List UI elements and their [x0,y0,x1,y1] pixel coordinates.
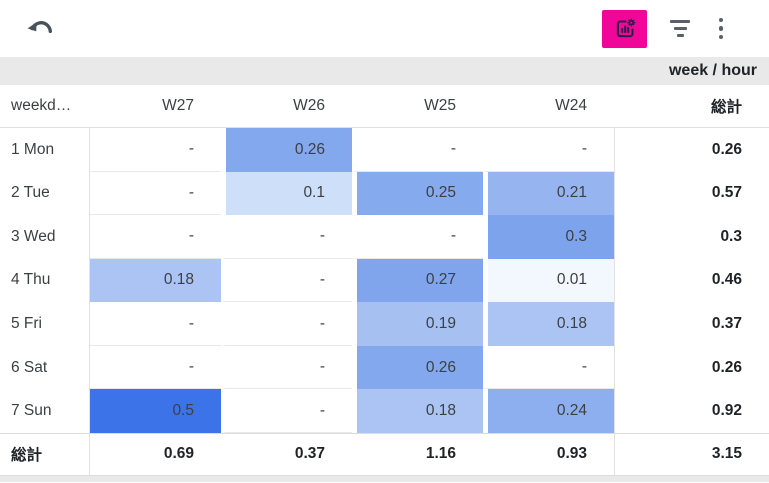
row-header[interactable]: 3 Wed [0,215,90,259]
heatmap-cell[interactable]: 0.21 [483,171,614,216]
table-row: 6 Sat - -0.26-0.26 [0,345,769,390]
row-total-cell[interactable]: 0.57 [614,171,769,216]
heatmap-cell[interactable]: 0.26 [221,128,352,172]
pivot-table: weekd… W27 W26 W25 W24 総計 1 Mon -0.26- -0.26 2 Tu… [0,85,769,476]
column-header-weekday[interactable]: weekd… [11,97,72,114]
row-total-cell[interactable]: 0.92 [614,389,769,433]
heatmap-cell[interactable]: 0.01 [483,258,614,303]
row-header[interactable]: 7 Sun [0,389,90,433]
heatmap-cell-empty[interactable]: - [90,172,221,216]
toolbar [0,0,769,57]
heatmap-cell[interactable]: 0.18 [352,389,483,433]
heatmap-cell[interactable]: 0.1 [221,171,352,216]
grand-total-cell[interactable]: 3.15 [614,433,769,475]
toolbar-right-group [602,9,729,48]
column-header-w24[interactable]: W24 [483,85,614,127]
table-row: 3 Wed - - -0.3 0.3 [0,215,769,259]
heatmap-cell[interactable]: 0.27 [352,258,483,303]
table-row: 4 Thu 0.18-0.27 0.01 0.46 [0,258,769,303]
table-row: 5 Fri - -0.19 0.18 0.37 [0,302,769,346]
heatmap-cell[interactable]: 0.18 [90,258,221,303]
heatmap-cell-empty[interactable]: - [221,215,352,259]
bottom-strip [0,475,769,482]
undo-button[interactable] [26,16,56,42]
column-total-cell[interactable]: 0.69 [163,445,194,463]
column-header-total[interactable]: 総計 [710,99,742,116]
heatmap-cell-empty[interactable]: - [90,128,221,172]
more-options-button[interactable] [713,14,729,44]
heatmap-cell-empty[interactable]: - [221,345,352,390]
row-total-cell[interactable]: 0.46 [614,258,769,303]
heatmap-cell-empty[interactable]: - [221,389,352,433]
row-header[interactable]: 2 Tue [0,171,90,216]
heatmap-cell[interactable]: 0.5 [90,389,221,433]
row-total-cell[interactable]: 0.3 [614,215,769,259]
row-header[interactable]: 4 Thu [0,258,90,303]
pivot-title: week / hour [668,62,757,79]
heatmap-cell[interactable]: 0.19 [352,302,483,346]
column-total-cell[interactable]: 0.93 [483,433,614,475]
heatmap-cell[interactable]: 0.3 [483,215,614,259]
heatmap-cell[interactable]: 0.18 [483,302,614,346]
heatmap-cell-empty[interactable]: - [483,345,614,390]
totals-row: 総計 0.69 0.37 1.16 0.93 3.15 [0,432,769,476]
column-header-w26[interactable]: W26 [221,85,352,127]
heatmap-cell-empty[interactable]: - [90,346,221,390]
heatmap-cell-empty[interactable]: - [352,215,483,259]
undo-icon [26,16,56,42]
heatmap-cell[interactable]: 0.24 [483,389,614,433]
chart-settings-icon [612,16,638,42]
row-total-cell[interactable]: 0.26 [614,345,769,390]
table-row: 2 Tue -0.1 0.25 0.21 0.57 [0,171,769,216]
row-header[interactable]: 6 Sat [0,345,90,390]
row-total-cell[interactable]: 0.37 [614,302,769,346]
filter-list-icon [670,20,690,23]
more-vert-icon [718,17,724,23]
heatmap-cell-empty[interactable]: - [90,215,221,259]
row-header[interactable]: 1 Mon [0,128,90,172]
column-total-cell[interactable]: 0.37 [221,433,352,475]
table-row: 1 Mon -0.26- -0.26 [0,128,769,172]
column-total-cell[interactable]: 1.16 [352,433,483,475]
heatmap-cell-empty[interactable]: - [90,302,221,346]
row-header[interactable]: 5 Fri [0,302,90,346]
heatmap-cell-empty[interactable]: - [483,128,614,172]
row-total-cell[interactable]: 0.26 [614,128,769,172]
pivot-title-bar: week / hour [0,57,769,85]
heatmap-cell-empty[interactable]: - [352,128,483,172]
pivot-header-row: weekd… W27 W26 W25 W24 総計 [0,85,769,128]
column-header-w27[interactable]: W27 [162,97,194,114]
chart-settings-button[interactable] [602,9,647,48]
heatmap-cell[interactable]: 0.26 [352,345,483,390]
heatmap-cell-empty[interactable]: - [221,302,352,346]
heatmap-cell[interactable]: 0.25 [352,171,483,216]
filter-button[interactable] [665,14,695,44]
totals-row-header[interactable]: 総計 [0,433,90,475]
heatmap-cell-empty[interactable]: - [221,258,352,303]
column-header-w25[interactable]: W25 [352,85,483,127]
table-row: 7 Sun 0.5-0.18 0.24 0.92 [0,389,769,433]
